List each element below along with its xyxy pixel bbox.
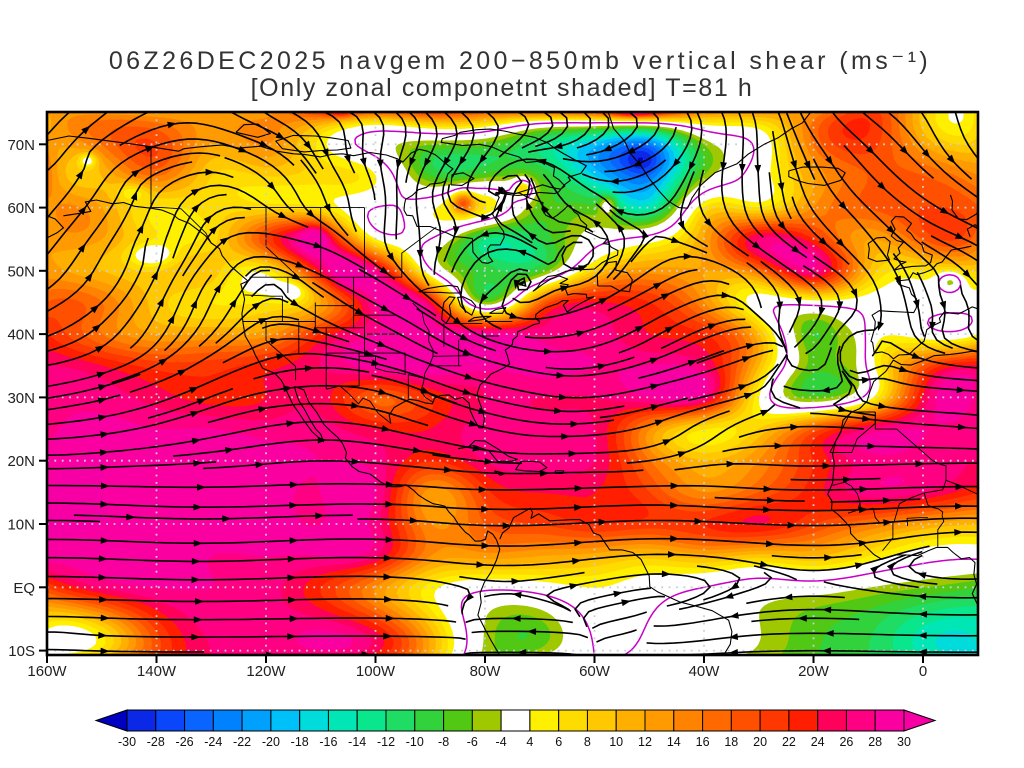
svg-text:18: 18: [724, 735, 738, 749]
svg-text:30N: 30N: [7, 390, 35, 407]
svg-text:6: 6: [555, 735, 562, 749]
svg-text:-10: -10: [406, 735, 424, 749]
svg-text:-8: -8: [438, 735, 449, 749]
svg-text:[Only zonal componetnt shaded]: [Only zonal componetnt shaded] T=81 h: [251, 74, 754, 102]
svg-text:EQ: EQ: [13, 580, 35, 597]
svg-text:30: 30: [897, 735, 911, 749]
svg-text:0: 0: [919, 663, 927, 680]
svg-text:-16: -16: [319, 735, 337, 749]
svg-text:10N: 10N: [7, 517, 35, 534]
svg-text:-22: -22: [233, 735, 251, 749]
svg-text:60W: 60W: [579, 663, 611, 680]
svg-text:16: 16: [696, 735, 710, 749]
svg-text:-12: -12: [377, 735, 395, 749]
svg-text:-18: -18: [291, 735, 309, 749]
svg-text:10S: 10S: [8, 643, 35, 660]
svg-text:70N: 70N: [7, 137, 35, 154]
svg-text:80W: 80W: [470, 663, 502, 680]
svg-text:-14: -14: [348, 735, 366, 749]
svg-text:06Z26DEC2025 navgem 200−850mb: 06Z26DEC2025 navgem 200−850mb vertical s…: [109, 47, 931, 75]
svg-text:160W: 160W: [27, 663, 67, 680]
svg-text:-4: -4: [496, 735, 507, 749]
svg-text:14: 14: [667, 735, 681, 749]
svg-text:60N: 60N: [7, 200, 35, 217]
svg-text:4: 4: [526, 735, 533, 749]
svg-text:-20: -20: [262, 735, 280, 749]
svg-text:120W: 120W: [246, 663, 286, 680]
svg-text:28: 28: [868, 735, 882, 749]
svg-text:12: 12: [638, 735, 652, 749]
svg-text:10: 10: [609, 735, 623, 749]
svg-text:-6: -6: [467, 735, 478, 749]
svg-text:-26: -26: [176, 735, 194, 749]
svg-text:26: 26: [839, 735, 853, 749]
svg-text:40N: 40N: [7, 327, 35, 344]
svg-text:20N: 20N: [7, 453, 35, 470]
svg-text:-24: -24: [204, 735, 222, 749]
svg-text:24: 24: [811, 735, 825, 749]
svg-text:20W: 20W: [798, 663, 830, 680]
svg-text:8: 8: [584, 735, 591, 749]
svg-text:100W: 100W: [356, 663, 396, 680]
svg-text:-28: -28: [147, 735, 165, 749]
svg-text:50N: 50N: [7, 263, 35, 280]
svg-text:-30: -30: [118, 735, 136, 749]
svg-text:40W: 40W: [689, 663, 721, 680]
svg-text:140W: 140W: [137, 663, 177, 680]
svg-text:22: 22: [782, 735, 796, 749]
svg-text:20: 20: [753, 735, 767, 749]
